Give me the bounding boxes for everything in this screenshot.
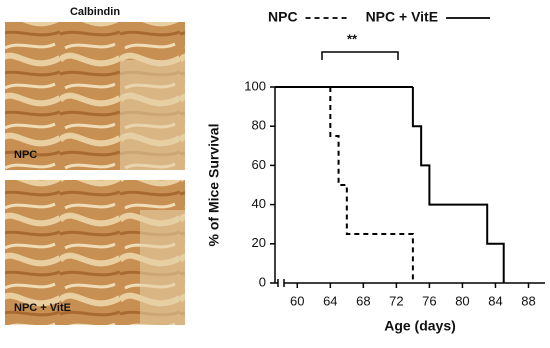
x-tick-label: 80 [455,293,469,308]
y-axis-label: % of Mice Survival [206,124,222,247]
x-tick-label: 76 [422,293,436,308]
y-tick-label: 80 [252,118,266,133]
y-tick-label: 20 [252,235,266,250]
x-axis-label: Age (days) [384,318,456,334]
x-tick-label: 64 [323,293,337,308]
micrograph-background [140,210,185,325]
y-tick-label: 100 [244,78,266,93]
x-tick-label: 88 [521,293,535,308]
x-tick-label: 68 [356,293,370,308]
chart: 0 20 40 60 80 100 60 64 68 72 76 80 84 88 NPC NPC + Vit… [244,9,545,308]
annotation: ** [347,31,358,46]
significance-bracket [321,51,399,60]
micrograph-background [120,60,185,170]
y-tick-label: 40 [252,196,266,211]
y-tick-label: 0 [259,274,266,289]
survival-curve [411,87,505,283]
x-tick-label: 60 [290,293,304,308]
image-label: NPC + VitE [14,302,71,314]
panel-title: Calbindin [70,6,120,18]
x-tick-label: 84 [488,293,502,308]
x-tick-label: 72 [389,293,403,308]
survival-curve [329,87,414,283]
y-tick-label: 60 [252,157,266,172]
image-label: NPC [14,149,37,161]
legend-label: NPC + VitE [366,9,439,25]
legend-label: NPC [268,9,298,25]
